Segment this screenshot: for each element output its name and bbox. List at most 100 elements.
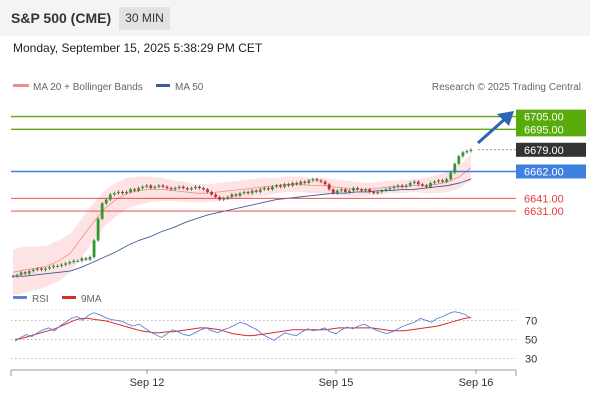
candle-body [388,188,392,190]
bollinger-legend-label: MA 20 + Bollinger Bands [33,82,143,93]
candle-body [80,258,84,261]
candle-body [222,198,226,200]
candle-body [331,189,335,194]
candle-body [88,257,92,260]
candle-body [44,268,47,270]
candle-body [270,186,274,190]
symbol-title: S&P 500 (CME) [11,10,112,26]
candle-body [262,188,266,190]
candle-body [149,185,153,189]
candle-body [112,193,116,195]
candle-body [441,180,445,182]
candle-body [343,189,347,192]
candle-body [327,184,331,190]
candle-body [425,185,428,187]
candle-body [64,263,68,265]
candle-body [96,218,100,241]
candle-body [104,199,108,204]
candle-body [214,194,218,198]
candle-body [31,269,35,272]
candle-body [360,189,363,191]
level-label: 6705.00 [524,112,564,124]
ma50-line [13,178,472,277]
candle-body [291,182,295,186]
candle-body [384,189,388,191]
candle-body [319,180,323,182]
candle-body [266,188,270,190]
forecast-arrow-shaft [477,116,507,145]
candle-body [376,191,380,194]
candle-body [210,191,214,195]
candle-body [380,190,384,192]
candle-body [315,179,319,181]
candle-body [234,194,238,196]
candle-body [161,185,165,187]
candle-body [283,184,286,187]
rsi-tick-label: 30 [525,353,537,365]
bollinger-band-fill [13,154,471,296]
candle-body [137,188,141,191]
candle-body [275,185,278,187]
candle-body [408,182,412,186]
candle-body [169,188,173,190]
candle-body [339,189,343,191]
level-label: 6695.00 [524,124,564,136]
candle-body [56,265,59,267]
candle-body [416,181,420,185]
candle-body [396,185,400,187]
candle-body [27,271,31,274]
candle-body [76,260,80,262]
candle-body [129,189,132,192]
candle-body [177,186,181,189]
candle-body [307,180,311,183]
candle-body [295,182,299,185]
candle-body [323,181,327,185]
candle-body [202,188,205,190]
candle-body [185,188,189,190]
candle-body [193,186,197,189]
candle-body [279,185,282,187]
candle-body [420,184,424,186]
candle-body [449,172,453,180]
rsi-line [14,311,472,342]
candle-body [335,190,339,194]
candle-body [246,191,250,194]
bollinger-legend-swatch [13,84,29,87]
rsi-ma-legend-swatch [62,296,76,299]
x-axis-label: Sep 16 [459,377,494,389]
candle-body [72,260,76,263]
candle-body [230,194,234,198]
candle-body [348,190,351,192]
candle-body [412,181,416,183]
candle-body [392,186,396,189]
candle-body [157,185,161,187]
candle-body [15,274,19,277]
x-axis-label: Sep 12 [130,377,165,389]
candle-body [23,272,27,274]
candle-body [356,188,359,190]
candle-body [368,189,372,192]
ma20-line [12,167,472,273]
ma50-legend-swatch [156,84,170,87]
candle-body [68,262,72,264]
rsi-tick-label: 70 [525,315,537,327]
candle-body [181,186,185,189]
candle-body [218,197,222,200]
candle-body [311,179,315,181]
candle-body [469,149,473,152]
candle-body [404,185,408,187]
candle-body [238,193,242,196]
candle-body [153,186,157,189]
candle-body [39,268,43,270]
rsi-legend-label: RSI [32,294,49,305]
timeframe-button[interactable]: 30 MIN [119,7,170,30]
x-axis-label: Sep 15 [319,377,354,389]
candle-body [121,191,124,194]
level-label: 6662.00 [524,166,564,178]
candle-body [165,186,169,189]
candle-body [250,190,254,194]
rsi-ma-legend-label: 9MA [81,294,102,305]
chart-datetime: Monday, September 15, 2025 5:38:29 PM CE… [13,41,263,55]
